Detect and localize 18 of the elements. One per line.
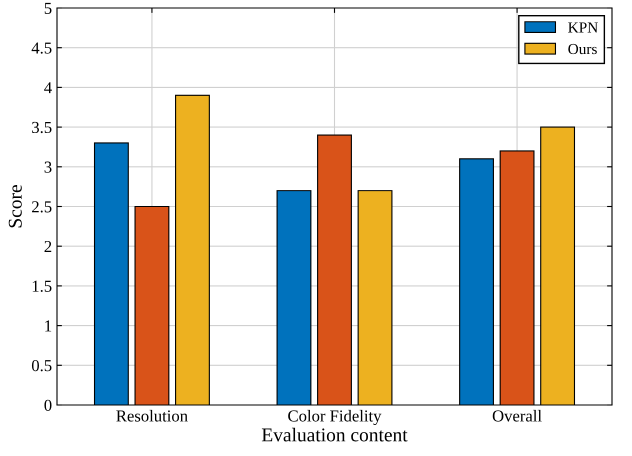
- legend-label: Ours: [568, 44, 597, 54]
- y-tick-label: 0.5: [32, 360, 52, 372]
- y-tick-label: 2.5: [32, 201, 52, 213]
- x-axis-title: Evaluation content: [262, 428, 408, 442]
- x-tick-label: Overall: [492, 410, 542, 422]
- y-tick-label: 1: [45, 320, 52, 332]
- y-tick-label: 3: [44, 162, 52, 173]
- y-axis-title: Score: [8, 185, 22, 228]
- y-tick-label: 4.5: [32, 42, 52, 54]
- x-tick-label: Resolution: [116, 410, 188, 422]
- y-tick-label: 2: [44, 240, 52, 252]
- y-tick-label: 0: [44, 400, 52, 411]
- y-tick-label: 3.5: [32, 122, 52, 134]
- x-tick-label: Color Fidelity: [288, 410, 382, 426]
- y-tick-label: 4: [44, 82, 52, 94]
- legend-label: KPN: [568, 22, 598, 32]
- y-tick-label: 5: [44, 2, 52, 14]
- y-tick-label: 1.5: [32, 280, 52, 292]
